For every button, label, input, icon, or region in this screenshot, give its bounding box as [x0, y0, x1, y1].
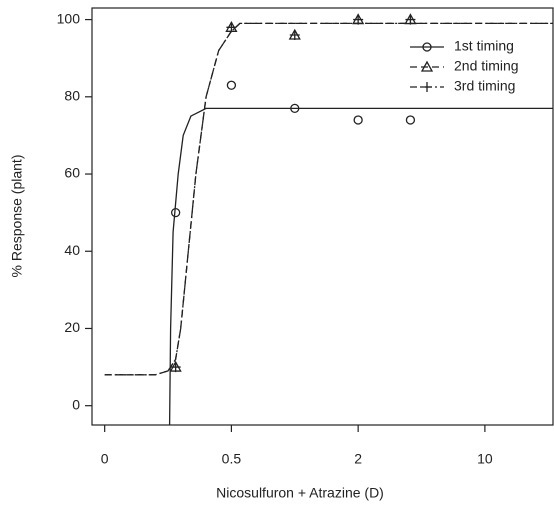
legend-marker	[420, 60, 434, 72]
y-tick-label: 60	[64, 165, 80, 181]
x-tick-label: 2	[354, 451, 362, 467]
point-marker	[226, 22, 237, 33]
x-tick-label: 0.5	[222, 451, 242, 467]
point-marker	[226, 80, 237, 90]
legend-label: 2nd timing	[454, 58, 519, 74]
x-tick-label: 10	[477, 451, 493, 467]
y-tick-label: 100	[57, 10, 81, 26]
point-marker	[290, 103, 300, 114]
plot-frame	[91, 7, 554, 426]
point-marker	[353, 115, 363, 125]
y-axis-label: % Response (plant)	[9, 155, 25, 278]
y-tick-label: 80	[64, 88, 80, 104]
x-tick-label: 0	[101, 451, 109, 467]
y-tick-label: 40	[64, 242, 80, 258]
legend-label: 1st timing	[454, 38, 514, 54]
y-tick-label: 0	[72, 396, 80, 412]
legend-marker	[422, 82, 432, 92]
fit-curve	[104, 22, 553, 376]
point-marker	[353, 14, 364, 25]
point-marker	[170, 362, 181, 373]
point-marker	[170, 207, 181, 218]
fit-curve	[104, 22, 553, 376]
legend-label: 3rd timing	[454, 78, 515, 94]
y-tick-label: 20	[64, 319, 80, 335]
legend-marker	[422, 42, 432, 52]
point-marker	[405, 14, 416, 25]
x-axis-label: Nicosulfuron + Atrazine (D)	[216, 485, 384, 501]
point-marker	[405, 115, 416, 125]
fit-curve	[168, 107, 553, 426]
point-marker	[289, 30, 300, 41]
